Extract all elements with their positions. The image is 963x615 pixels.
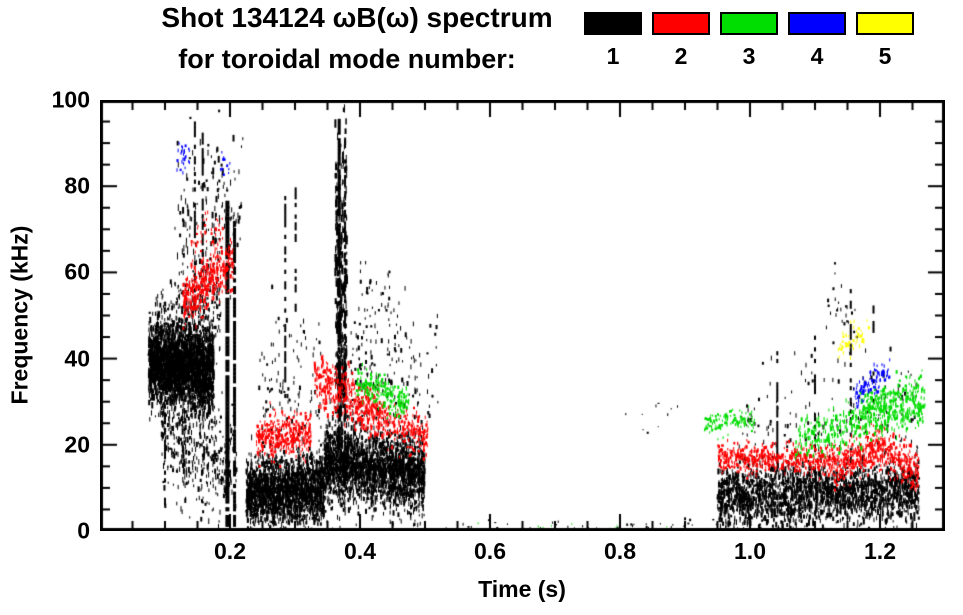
- y-tick-label: 100: [51, 86, 90, 113]
- legend: 1 2 3 4 5: [583, 12, 915, 70]
- x-tick-label: 1.0: [734, 538, 766, 564]
- legend-swatch-mode-5: [856, 12, 914, 35]
- chart-title: Shot 134124 ωB(ω) spectrum: [161, 2, 553, 33]
- legend-entry-mode-4: 4: [787, 12, 847, 70]
- legend-swatch-mode-1: [584, 12, 642, 35]
- legend-label-mode-2: 2: [674, 43, 688, 69]
- legend-entry-mode-2: 2: [651, 12, 711, 70]
- legend-label-mode-4: 4: [810, 43, 824, 69]
- legend-label-mode-3: 3: [742, 43, 756, 69]
- y-tick-label: 20: [64, 431, 90, 458]
- x-tick-label: 0.6: [474, 538, 506, 564]
- legend-swatch-mode-3: [720, 12, 778, 35]
- legend-swatch-mode-4: [788, 12, 846, 35]
- chart-subtitle: for toroidal mode number:: [178, 44, 516, 74]
- x-tick-label: 0.8: [604, 538, 636, 564]
- legend-entry-mode-5: 5: [855, 12, 915, 70]
- legend-swatch-mode-2: [652, 12, 710, 35]
- x-tick-label: 0.4: [344, 538, 376, 564]
- x-axis-title: Time (s): [478, 576, 566, 602]
- y-tick-label: 0: [77, 517, 90, 544]
- y-tick-label: 60: [64, 258, 90, 285]
- legend-entry-mode-3: 3: [719, 12, 779, 70]
- x-tick-label: 0.2: [214, 538, 246, 564]
- legend-label-mode-5: 5: [878, 43, 892, 69]
- legend-label-mode-1: 1: [606, 43, 620, 69]
- y-tick-label: 40: [64, 345, 90, 372]
- legend-entry-mode-1: 1: [583, 12, 643, 70]
- y-tick-label: 80: [64, 172, 90, 199]
- y-axis-title: Frequency (kHz): [6, 225, 33, 405]
- spectrogram-canvas: [100, 100, 945, 531]
- x-tick-label: 1.2: [864, 538, 896, 564]
